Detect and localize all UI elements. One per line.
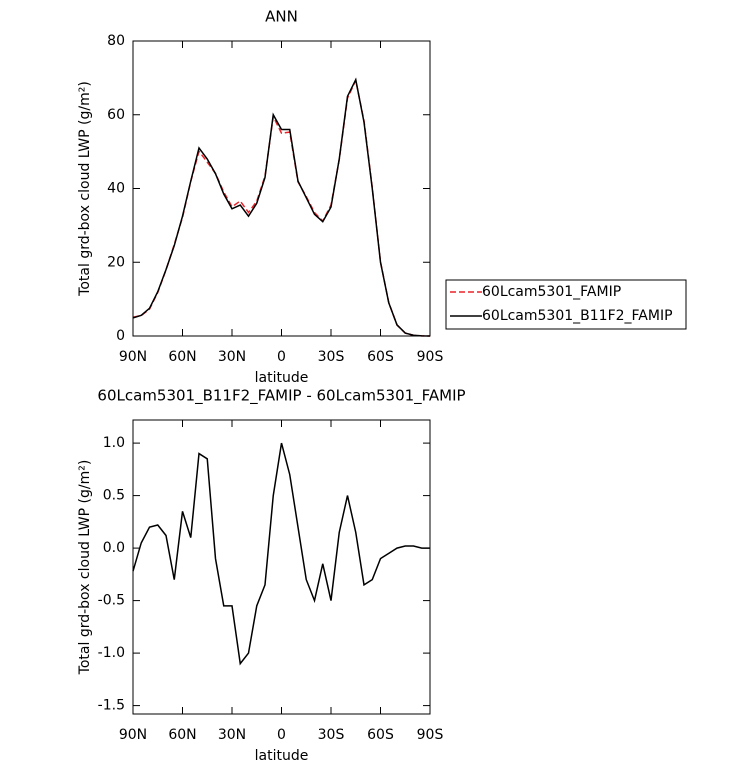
x-tick-label: 0 bbox=[277, 727, 286, 743]
y-tick-label: 40 bbox=[107, 181, 125, 197]
y-tick-label: -1.5 bbox=[98, 698, 125, 714]
x-tick-label: 30N bbox=[218, 727, 246, 743]
y-tick-label: 0.0 bbox=[103, 540, 125, 556]
x-tick-label: 0 bbox=[277, 349, 286, 365]
x-tick-label: 60S bbox=[367, 349, 394, 365]
plot-frame bbox=[132, 40, 431, 337]
plot-frame bbox=[132, 419, 431, 715]
y-axis-label: Total grd-box cloud LWP (g/m²) bbox=[77, 460, 93, 676]
x-tick-label: 30S bbox=[318, 727, 345, 743]
y-tick-label: 80 bbox=[107, 33, 125, 49]
y-tick-label: 0.5 bbox=[103, 488, 125, 504]
x-tick-label: 60S bbox=[367, 727, 394, 743]
x-tick-label: 90N bbox=[119, 727, 147, 743]
y-tick-label: 60 bbox=[107, 107, 125, 123]
chart-title: ANN bbox=[265, 8, 298, 26]
data-line bbox=[132, 77, 431, 337]
data-line bbox=[132, 442, 430, 666]
y-tick-label: -0.5 bbox=[98, 593, 125, 609]
x-tick-label: 90S bbox=[417, 349, 444, 365]
x-axis-label: latitude bbox=[255, 748, 309, 764]
legend-label: 60Lcam5301_FAMIP bbox=[482, 284, 621, 300]
x-tick-label: 30S bbox=[318, 349, 345, 365]
x-tick-label: 30N bbox=[218, 349, 246, 365]
x-tick-label: 60N bbox=[168, 727, 196, 743]
y-axis-label: Total grd-box cloud LWP (g/m²) bbox=[77, 81, 93, 297]
y-tick-label: 0 bbox=[116, 328, 125, 344]
x-tick-label: 90S bbox=[417, 727, 444, 743]
x-tick-label: 60N bbox=[168, 349, 196, 365]
chart-title: 60Lcam5301_B11F2_FAMIP - 60Lcam5301_FAMI… bbox=[97, 387, 465, 406]
x-axis-label: latitude bbox=[255, 370, 309, 386]
x-tick-label: 90N bbox=[119, 349, 147, 365]
legend-box bbox=[445, 279, 687, 330]
y-tick-label: 20 bbox=[107, 254, 125, 270]
y-tick-label: -1.0 bbox=[98, 645, 125, 661]
data-line bbox=[132, 77, 431, 337]
legend-label: 60Lcam5301_B11F2_FAMIP bbox=[482, 308, 673, 324]
y-tick-label: 1.0 bbox=[103, 435, 125, 451]
